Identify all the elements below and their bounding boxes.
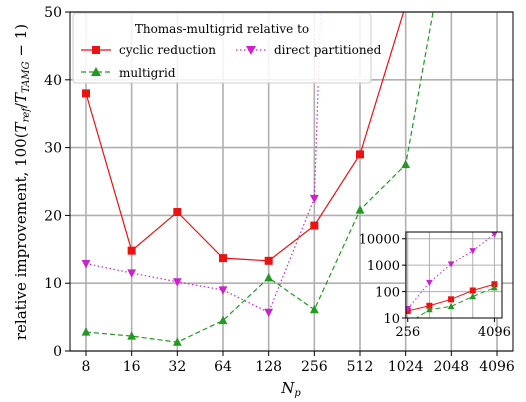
data-point-direct-partitioned (218, 286, 228, 295)
x-tick-label: 4096 (479, 359, 515, 375)
inset-line-multigrid (415, 287, 495, 318)
data-point-direct-partitioned (264, 308, 274, 318)
x-tick-label: 8 (82, 359, 91, 375)
plot-frame (69, 11, 514, 352)
y-tick-label: 0 (53, 344, 62, 360)
series-line-multigrid (85, 12, 434, 343)
inset-x-tick-label: 256 (395, 325, 420, 340)
inset-point-multigrid (469, 292, 477, 300)
inset-point-direct-partitioned (406, 305, 412, 313)
inset-point-multigrid (491, 284, 498, 291)
legend: Thomas-multigrid relative to cyclic redu… (72, 12, 382, 84)
x-tick-label: 512 (347, 359, 374, 375)
series-layer (81, 12, 434, 346)
data-point-direct-partitioned (127, 269, 137, 278)
y-tick-label: 10 (44, 276, 62, 292)
data-point-cyclic-reduction (356, 150, 365, 159)
legend-title: Thomas-multigrid relative to (135, 22, 309, 36)
inset-point-direct-partitioned (491, 232, 498, 238)
legend-label-cyclic: cyclic reduction (119, 43, 216, 57)
y-tick-label: 40 (44, 73, 62, 89)
inset-point-cyclic-reduction (426, 302, 433, 309)
data-point-cyclic-reduction (264, 256, 273, 265)
x-tick-label: 128 (255, 359, 282, 375)
data-point-multigrid (127, 331, 137, 340)
inset-ticks: 10 100 1000 10000 256 4096 (359, 233, 511, 340)
data-point-multigrid (309, 304, 319, 314)
x-tick-label: 1024 (388, 359, 424, 375)
x-tick-label: 256 (301, 359, 328, 375)
inset-y-tick-label: 10 (383, 312, 400, 327)
inset-y-tick-label: 1000 (367, 259, 400, 274)
inset-series-layer (406, 232, 498, 318)
data-point-multigrid (401, 159, 411, 169)
y-axis-label: relative improvement, 100(Tref/TTAMG − 1… (12, 24, 32, 340)
legend-marker-cyclic (92, 46, 100, 54)
data-point-cyclic-reduction (81, 89, 90, 98)
axis-ticks: 8 16 32 64 128 256 512 1024 2048 4096 0 10 20 30 40 50 (44, 5, 515, 375)
data-point-multigrid (355, 205, 365, 214)
legend-label-multigrid: multigrid (119, 66, 176, 80)
series-clip-group (81, 12, 434, 346)
inset-line-direct-partitioned (407, 233, 495, 310)
series-line-cyclic-reduction (85, 12, 405, 262)
inset-background (406, 232, 502, 318)
legend-box (72, 12, 372, 84)
inset-point-multigrid (426, 305, 433, 313)
x-tick-label: 2048 (434, 359, 470, 375)
inset-chart: 10 100 1000 10000 256 4096 (359, 231, 511, 340)
data-point-cyclic-reduction (173, 208, 182, 217)
x-tick-label: 32 (168, 359, 186, 375)
x-tick-label: 64 (214, 359, 232, 375)
inset-y-tick-label: 10000 (359, 233, 400, 248)
inset-x-tick-label: 4096 (478, 325, 511, 340)
data-point-cyclic-reduction (218, 254, 227, 263)
data-point-cyclic-reduction (310, 221, 319, 230)
y-tick-label: 50 (44, 5, 62, 21)
x-tick-label: 16 (123, 359, 141, 375)
y-tick-label: 30 (44, 141, 62, 157)
inset-y-tick-label: 100 (375, 286, 400, 301)
legend-marker-direct (246, 46, 256, 55)
legend-marker-multigrid (91, 67, 101, 76)
inset-clip-group (406, 232, 498, 318)
data-point-multigrid (264, 272, 274, 282)
data-point-direct-partitioned (309, 194, 319, 204)
inset-point-direct-partitioned (447, 261, 455, 268)
data-point-direct-partitioned (81, 259, 91, 269)
inset-point-direct-partitioned (469, 248, 477, 255)
data-point-cyclic-reduction (127, 246, 136, 255)
inset-point-multigrid (447, 302, 455, 310)
inset-frame (405, 231, 503, 319)
data-point-multigrid (81, 327, 91, 336)
inset-point-cyclic-reduction (448, 296, 455, 303)
data-point-direct-partitioned (172, 278, 182, 287)
data-point-multigrid (218, 315, 228, 325)
data-point-multigrid (172, 337, 182, 346)
inset-point-cyclic-reduction (469, 287, 476, 294)
x-axis-label: Np (280, 379, 301, 399)
legend-label-direct: direct partitioned (274, 43, 382, 57)
y-tick-label: 20 (44, 208, 62, 224)
inset-point-direct-partitioned (426, 279, 433, 287)
